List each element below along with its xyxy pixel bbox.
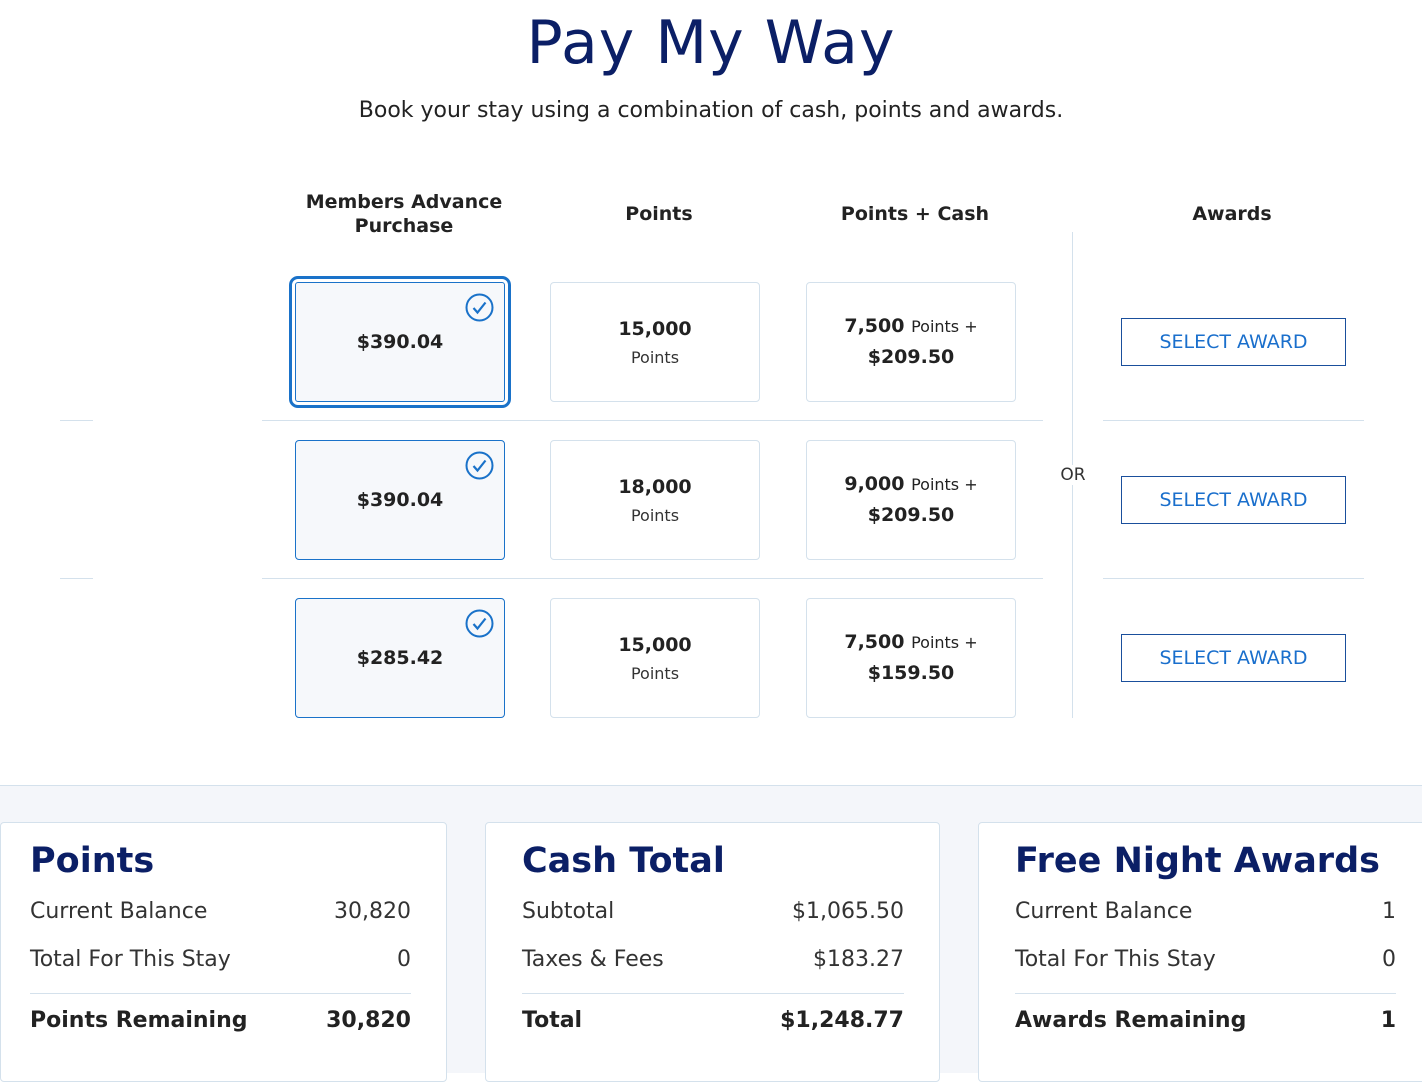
select-award-button[interactable]: SELECT AWARD [1121, 318, 1346, 366]
summary-card-cash: Cash Total Subtotal $1,065.50 Taxes & Fees $… [485, 822, 940, 1082]
points-cash-rate-card[interactable]: 7,500 Points + $209.50 [806, 282, 1016, 402]
pc-points: 9,000 [844, 473, 905, 495]
summary-row: Taxes & Fees $183.27 [522, 947, 904, 972]
summary-label: Current Balance [30, 899, 208, 924]
points-unit: Points [630, 505, 680, 525]
summary-card-awards: Free Night Awards Current Balance 1 Total F… [978, 822, 1422, 1082]
pc-unit: Points + [911, 633, 978, 652]
summary-divider [30, 993, 411, 994]
summary-row: Current Balance 30,820 [30, 899, 411, 924]
summary-total-value: $1,248.77 [780, 1008, 904, 1033]
summary-label: Taxes & Fees [522, 947, 664, 972]
row-divider [60, 420, 93, 421]
summary-total-row: Total $1,248.77 [522, 1008, 904, 1033]
summary-total-label: Points Remaining [30, 1008, 248, 1033]
summary-row: Total For This Stay 0 [30, 947, 411, 972]
pc-unit: Points + [911, 475, 978, 494]
summary-divider [1015, 993, 1396, 994]
summary-label: Total For This Stay [1015, 947, 1216, 972]
map-price: $390.04 [356, 489, 444, 511]
summary-value: 30,820 [334, 899, 411, 924]
map-price: $285.42 [356, 647, 444, 669]
pc-cash: $159.50 [867, 662, 955, 684]
points-amount: 18,000 [618, 475, 692, 498]
map-rate-card[interactable]: $285.42 [295, 598, 505, 718]
select-award-button[interactable]: SELECT AWARD [1121, 634, 1346, 682]
summary-title: Cash Total [522, 841, 725, 881]
select-award-button[interactable]: SELECT AWARD [1121, 476, 1346, 524]
summary-total-row: Points Remaining 30,820 [30, 1008, 411, 1033]
row-divider [1103, 578, 1364, 579]
points-rate-card[interactable]: 15,000 Points [550, 282, 760, 402]
map-rate-card[interactable]: $390.04 [289, 276, 511, 408]
summary-value: $1,065.50 [792, 899, 904, 924]
checkmark-icon [465, 451, 494, 480]
summary-title: Points [30, 841, 155, 881]
pc-points: 7,500 [844, 315, 905, 337]
summary-row: Subtotal $1,065.50 [522, 899, 904, 924]
summary-value: 0 [1382, 947, 1396, 972]
column-header-map: Members Advance Purchase [305, 191, 503, 237]
checkmark-icon [465, 609, 494, 638]
points-cash-rate-card[interactable]: 7,500 Points + $159.50 [806, 598, 1016, 718]
or-label: OR [1054, 465, 1092, 485]
pc-points: 7,500 [844, 631, 905, 653]
page-subtitle: Book your stay using a combination of ca… [358, 98, 1064, 123]
summary-total-label: Awards Remaining [1015, 1008, 1247, 1033]
summary-value: $183.27 [813, 947, 904, 972]
summary-row: Current Balance 1 [1015, 899, 1396, 924]
pc-unit: Points + [911, 317, 978, 336]
map-rate-card[interactable]: $390.04 [295, 440, 505, 560]
column-header-awards: Awards [1192, 203, 1272, 225]
summary-label: Subtotal [522, 899, 615, 924]
summary-value: 1 [1382, 899, 1396, 924]
row-divider [262, 578, 1043, 579]
summary-row: Total For This Stay 0 [1015, 947, 1396, 972]
row-divider [262, 420, 1043, 421]
map-price: $390.04 [356, 331, 444, 353]
checkmark-icon [465, 293, 494, 322]
page-title: Pay My Way [526, 8, 896, 78]
summary-value: 0 [397, 947, 411, 972]
points-cash-rate-card[interactable]: 9,000 Points + $209.50 [806, 440, 1016, 560]
points-rate-card[interactable]: 18,000 Points [550, 440, 760, 560]
summary-label: Current Balance [1015, 899, 1193, 924]
pc-cash: $209.50 [867, 504, 955, 526]
points-amount: 15,000 [618, 633, 692, 656]
row-divider [1103, 420, 1364, 421]
points-unit: Points [630, 663, 680, 683]
points-rate-card[interactable]: 15,000 Points [550, 598, 760, 718]
summary-label: Total For This Stay [30, 947, 231, 972]
summary-card-points: Points Current Balance 30,820 Total For Thi… [0, 822, 447, 1082]
row-divider [60, 578, 93, 579]
points-unit: Points [630, 347, 680, 367]
column-header-points: Points [625, 203, 693, 225]
summary-total-value: 30,820 [326, 1008, 411, 1033]
summary-total-value: 1 [1380, 1008, 1396, 1033]
summary-divider [522, 993, 904, 994]
points-amount: 15,000 [618, 317, 692, 340]
summary-title: Free Night Awards [1015, 841, 1380, 881]
summary-total-row: Awards Remaining 1 [1015, 1008, 1396, 1033]
pc-cash: $209.50 [867, 346, 955, 368]
summary-total-label: Total [522, 1008, 583, 1033]
column-header-points-cash: Points + Cash [840, 203, 990, 225]
